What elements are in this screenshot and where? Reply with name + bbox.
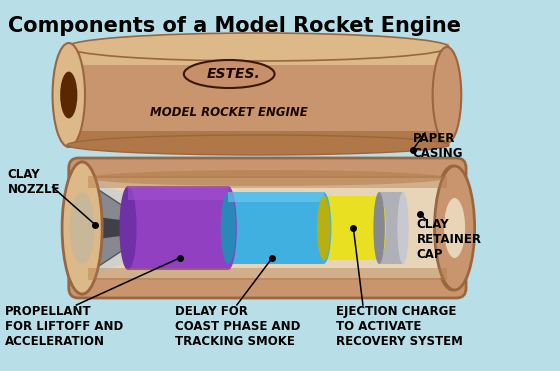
Text: EJECTION CHARGE
TO ACTIVATE
RECOVERY SYSTEM: EJECTION CHARGE TO ACTIVATE RECOVERY SYS… bbox=[336, 305, 463, 348]
Ellipse shape bbox=[53, 43, 85, 147]
Ellipse shape bbox=[433, 47, 461, 143]
Ellipse shape bbox=[67, 135, 449, 155]
Ellipse shape bbox=[316, 192, 332, 264]
Text: Components of a Model Rocket Engine: Components of a Model Rocket Engine bbox=[8, 16, 461, 36]
Ellipse shape bbox=[63, 162, 101, 294]
Bar bbox=[88, 176, 447, 188]
Ellipse shape bbox=[397, 192, 409, 264]
Text: PAPER
CASING: PAPER CASING bbox=[413, 132, 463, 160]
Polygon shape bbox=[83, 180, 150, 276]
Ellipse shape bbox=[221, 192, 236, 264]
Ellipse shape bbox=[184, 60, 274, 88]
Ellipse shape bbox=[220, 186, 237, 270]
Ellipse shape bbox=[60, 72, 77, 118]
Text: PROPELLANT
FOR LIFTOFF AND
ACCELERATION: PROPELLANT FOR LIFTOFF AND ACCELERATION bbox=[5, 305, 123, 348]
Bar bbox=[379, 192, 403, 264]
Text: MODEL ROCKET ENGINE: MODEL ROCKET ENGINE bbox=[150, 105, 308, 118]
Polygon shape bbox=[90, 184, 126, 272]
Text: CLAY
RETAINER
CAP: CLAY RETAINER CAP bbox=[417, 218, 482, 261]
Bar bbox=[67, 131, 449, 147]
Ellipse shape bbox=[317, 196, 330, 260]
Ellipse shape bbox=[433, 166, 472, 290]
Ellipse shape bbox=[67, 33, 449, 61]
Ellipse shape bbox=[119, 186, 137, 270]
Bar bbox=[128, 186, 228, 270]
FancyBboxPatch shape bbox=[67, 43, 449, 65]
Text: DELAY FOR
COAST PHASE AND
TRACKING SMOKE: DELAY FOR COAST PHASE AND TRACKING SMOKE bbox=[175, 305, 300, 348]
Bar bbox=[88, 268, 447, 280]
Bar bbox=[67, 43, 449, 147]
FancyBboxPatch shape bbox=[69, 158, 466, 298]
Ellipse shape bbox=[69, 192, 95, 264]
Bar bbox=[228, 192, 324, 202]
Bar bbox=[128, 186, 228, 200]
Ellipse shape bbox=[69, 178, 116, 278]
Text: CLAY
NOZZLE: CLAY NOZZLE bbox=[8, 168, 60, 196]
Bar bbox=[324, 196, 379, 260]
Polygon shape bbox=[90, 216, 120, 240]
Ellipse shape bbox=[88, 170, 447, 186]
Bar bbox=[228, 192, 324, 264]
Bar bbox=[88, 178, 447, 278]
Ellipse shape bbox=[372, 196, 386, 260]
Text: ESTES.: ESTES. bbox=[207, 67, 261, 81]
Ellipse shape bbox=[435, 166, 475, 290]
Ellipse shape bbox=[374, 192, 385, 264]
Ellipse shape bbox=[444, 198, 465, 258]
Ellipse shape bbox=[62, 162, 102, 294]
